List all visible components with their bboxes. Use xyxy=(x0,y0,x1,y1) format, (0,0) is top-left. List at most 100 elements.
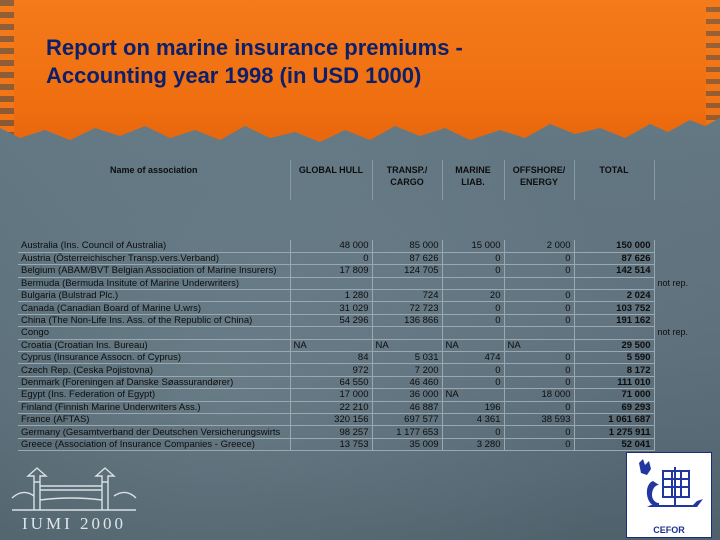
header-cargo-line2: CARGO xyxy=(390,177,424,187)
table-row: Greece (Association of Insurance Compani… xyxy=(18,438,702,452)
cell-global-hull: 98 257 xyxy=(290,425,373,439)
table-row: Bulgaria (Bulstrad Plc.) 1 280 724 20 0 2 024 xyxy=(18,289,702,303)
cell-note xyxy=(654,339,702,351)
cell-note xyxy=(654,389,702,401)
cell-offshore-energy: 2 000 xyxy=(504,240,575,253)
cell-global-hull: 0 xyxy=(290,252,373,266)
cell-note xyxy=(654,352,702,364)
cell-transp-cargo: 87 626 xyxy=(372,252,443,266)
cell-transp-cargo: 7 200 xyxy=(372,363,443,377)
cell-global-hull: 17 000 xyxy=(290,388,373,402)
cell-marine-liab: NA xyxy=(442,388,505,402)
header-liab-line1: MARINE xyxy=(455,165,491,175)
cell-note xyxy=(654,376,702,388)
header-off-line2: ENERGY xyxy=(519,177,558,187)
cell-association-name: Austria (Österreichischer Transp.vers.Ve… xyxy=(18,252,291,266)
cell-offshore-energy: 0 xyxy=(504,401,575,414)
header-blank xyxy=(654,160,702,200)
cell-note xyxy=(654,252,702,264)
cell-global-hull: 1 280 xyxy=(290,289,373,303)
cefor-logo: CEFOR xyxy=(626,452,712,538)
cell-global-hull xyxy=(290,326,373,340)
cell-transp-cargo: 697 577 xyxy=(372,413,443,427)
cell-offshore-energy: NA xyxy=(504,339,575,353)
cell-total: 191 162 xyxy=(574,314,655,328)
cell-total: 1 061 687 xyxy=(574,413,655,427)
viking-ship-icon xyxy=(639,459,703,507)
title-line-1: Report on marine insurance premiums - xyxy=(46,35,463,60)
cell-note xyxy=(654,413,702,425)
premiums-table-container: Name of association GLOBAL HULL TRANSP./… xyxy=(18,160,718,452)
cell-global-hull: 64 550 xyxy=(290,376,373,390)
table-row: China (The Non-Life Ins. Ass. of the Rep… xyxy=(18,314,702,328)
cell-global-hull: 320 156 xyxy=(290,413,373,427)
table-row: Australia (Ins. Council of Australia) 48 … xyxy=(18,240,702,253)
cell-association-name: Czech Rep. (Ceska Pojistovna) xyxy=(18,363,291,377)
cell-transp-cargo: 136 866 xyxy=(372,314,443,328)
cell-note xyxy=(654,240,702,252)
cell-total: 2 024 xyxy=(574,289,655,303)
cell-offshore-energy: 0 xyxy=(504,351,575,365)
cell-transp-cargo: 1 177 653 xyxy=(372,425,443,439)
iumi-logo: IUMI 2000 xyxy=(6,466,142,538)
cell-marine-liab: 0 xyxy=(442,264,505,278)
header-global-hull: GLOBAL HULL xyxy=(290,160,373,200)
cefor-logo-text: CEFOR xyxy=(653,525,685,535)
table-row: Cyprus (Insurance Assocn. of Cyprus) 84 5 … xyxy=(18,351,702,365)
header-spacer xyxy=(18,200,702,240)
cell-association-name: Egypt (Ins. Federation of Egypt) xyxy=(18,388,291,402)
cell-offshore-energy: 0 xyxy=(504,363,575,377)
header-total: TOTAL xyxy=(574,160,655,200)
header-off-line1: OFFSHORE/ xyxy=(512,165,566,175)
cell-global-hull: 84 xyxy=(290,351,373,365)
header-name: Name of association xyxy=(18,160,291,200)
cell-total: 1 275 911 xyxy=(574,425,655,439)
cell-total: 52 041 xyxy=(574,438,655,452)
cell-total: 5 590 xyxy=(574,351,655,365)
header-cargo-line1: TRANSP./ xyxy=(386,165,428,175)
cell-note: not rep. xyxy=(657,277,689,288)
table-row: Egypt (Ins. Federation of Egypt) 17 000 36… xyxy=(18,388,702,402)
cell-offshore-energy xyxy=(504,326,575,340)
premiums-table: Name of association GLOBAL HULL TRANSP./… xyxy=(18,160,702,452)
cell-marine-liab: 0 xyxy=(442,425,505,439)
cell-note xyxy=(654,314,702,326)
cell-global-hull: 13 753 xyxy=(290,438,373,452)
cell-association-name: Croatia (Croatian Ins. Bureau) xyxy=(18,339,291,353)
cell-global-hull: 54 296 xyxy=(290,314,373,328)
cell-total xyxy=(574,326,655,340)
cell-total: 8 172 xyxy=(574,363,655,377)
iumi-logo-text: IUMI 2000 xyxy=(22,514,126,533)
cell-marine-liab: 15 000 xyxy=(442,240,505,253)
table-row: Denmark (Foreningen af Danske Søassurand… xyxy=(18,376,702,390)
cell-association-name: Canada (Canadian Board of Marine U.wrs) xyxy=(18,301,291,315)
table-row: Canada (Canadian Board of Marine U.wrs) 3… xyxy=(18,301,702,315)
cell-marine-liab: 0 xyxy=(442,314,505,328)
cell-association-name: Bulgaria (Bulstrad Plc.) xyxy=(18,289,291,303)
cell-association-name: Australia (Ins. Council of Australia) xyxy=(18,240,291,253)
cell-association-name: France (AFTAS) xyxy=(18,413,291,427)
cell-total: 87 626 xyxy=(574,252,655,266)
cell-association-name: China (The Non-Life Ins. Ass. of the Rep… xyxy=(18,314,291,328)
cell-marine-liab: 196 xyxy=(442,401,505,414)
cell-marine-liab: 3 280 xyxy=(442,438,505,452)
cell-marine-liab: 0 xyxy=(442,376,505,390)
table-row: Croatia (Croatian Ins. Bureau) NA NA NA NA 29… xyxy=(18,339,702,353)
cell-note xyxy=(654,302,702,314)
cell-offshore-energy: 0 xyxy=(504,301,575,315)
cell-marine-liab: 4 361 xyxy=(442,413,505,427)
cell-offshore-energy: 0 xyxy=(504,289,575,303)
cell-transp-cargo: 124 705 xyxy=(372,264,443,278)
cell-association-name: Cyprus (Insurance Assocn. of Cyprus) xyxy=(18,351,291,365)
cell-offshore-energy: 0 xyxy=(504,425,575,439)
cell-transp-cargo: 5 031 xyxy=(372,351,443,365)
table-body: Australia (Ins. Council of Australia) 48 … xyxy=(18,240,702,452)
cell-offshore-energy: 0 xyxy=(504,376,575,390)
cell-association-name: Greece (Association of Insurance Compani… xyxy=(18,438,291,452)
cell-association-name: Denmark (Foreningen af Danske Søassurand… xyxy=(18,376,291,390)
cell-marine-liab xyxy=(442,277,505,291)
cell-association-name: Belgium (ABAM/BVT Belgian Association of… xyxy=(18,264,291,278)
cell-transp-cargo xyxy=(372,277,443,291)
cell-offshore-energy xyxy=(504,277,575,291)
cell-global-hull: 972 xyxy=(290,363,373,377)
